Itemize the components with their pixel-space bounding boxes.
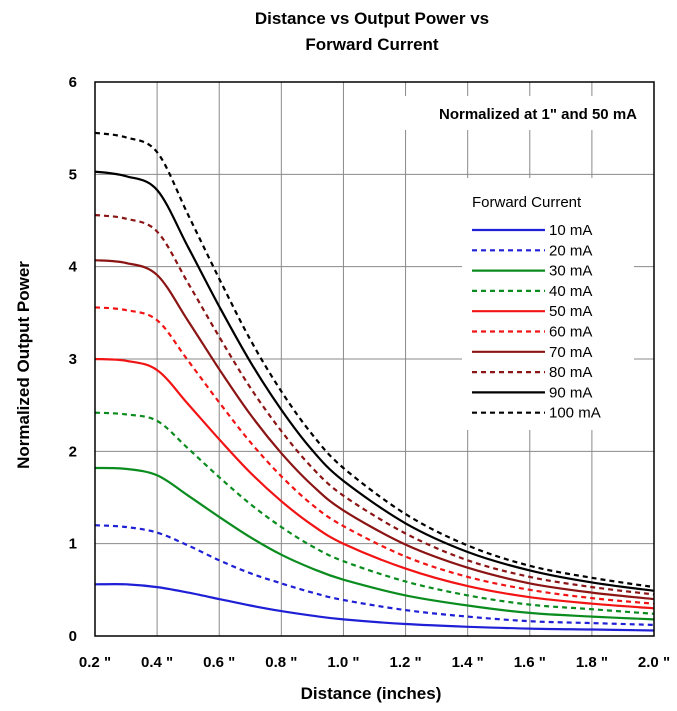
x-tick-label: 0.6 " xyxy=(203,654,235,671)
legend-box xyxy=(462,178,634,430)
y-tick-label: 6 xyxy=(69,74,77,91)
series-line-60ma xyxy=(94,306,655,605)
y-axis-label: Normalized Output Power xyxy=(14,261,33,469)
y-tick-label: 3 xyxy=(69,351,77,368)
legend-label-90ma: 90 mA xyxy=(549,384,592,401)
x-tick-label: 1.6 " xyxy=(514,654,546,671)
series-line-50ma xyxy=(94,357,655,610)
x-tick-label: 0.4 " xyxy=(141,654,173,671)
tick-labels: 0.2 " 0.4 " 0.6 " 0.8 " 1.0 " 1.2 " 1.4 " 1.6 "… xyxy=(69,74,670,671)
series-line-100ma xyxy=(94,131,655,589)
legend-label-20ma: 20 mA xyxy=(549,242,592,259)
series-line-30ma xyxy=(94,466,655,621)
legend-label-40ma: 40 mA xyxy=(549,283,592,300)
normalization-annotation: Normalized at 1" and 50 mA xyxy=(439,106,637,123)
y-tick-label: 0 xyxy=(69,628,77,645)
y-tick-label: 4 xyxy=(69,259,78,276)
y-tick-label: 1 xyxy=(69,536,77,553)
x-axis-label: Distance (inches) xyxy=(301,684,442,703)
annotation-box xyxy=(352,96,644,130)
x-tick-label: 2.0 " xyxy=(638,654,670,671)
legend-label-60ma: 60 mA xyxy=(549,324,592,341)
chart-title-line2: Forward Current xyxy=(305,35,439,54)
legend-title: Forward Current xyxy=(472,194,582,211)
x-tick-label: 0.2 " xyxy=(79,654,111,671)
series-group xyxy=(94,131,655,632)
legend-label-70ma: 70 mA xyxy=(549,344,592,361)
series-line-10ma xyxy=(94,582,655,632)
x-tick-label: 1.2 " xyxy=(389,654,421,671)
chart-title-line1: Distance vs Output Power vs xyxy=(255,9,489,28)
legend-label-80ma: 80 mA xyxy=(549,364,592,381)
series-line-70ma xyxy=(94,259,655,601)
legend-label-30ma: 30 mA xyxy=(549,263,592,280)
x-tick-label: 1.8 " xyxy=(576,654,608,671)
legend-label-10ma: 10 mA xyxy=(549,222,592,239)
series-line-20ma xyxy=(94,524,655,626)
y-tick-label: 2 xyxy=(69,443,77,460)
legend-label-100ma: 100 mA xyxy=(549,405,601,422)
legend: 10 mA 20 mA 30 mA 40 mA 50 mA 60 mA 70 mA 80 mA… xyxy=(472,222,601,422)
series-line-80ma xyxy=(94,213,655,596)
legend-label-50ma: 50 mA xyxy=(549,303,592,320)
x-tick-label: 1.4 " xyxy=(452,654,484,671)
x-tick-label: 1.0 " xyxy=(327,654,359,671)
x-tick-label: 0.8 " xyxy=(265,654,297,671)
series-line-40ma xyxy=(94,411,655,615)
series-line-90ma xyxy=(94,170,655,592)
y-tick-label: 5 xyxy=(69,166,77,183)
plot-frame xyxy=(94,81,655,637)
